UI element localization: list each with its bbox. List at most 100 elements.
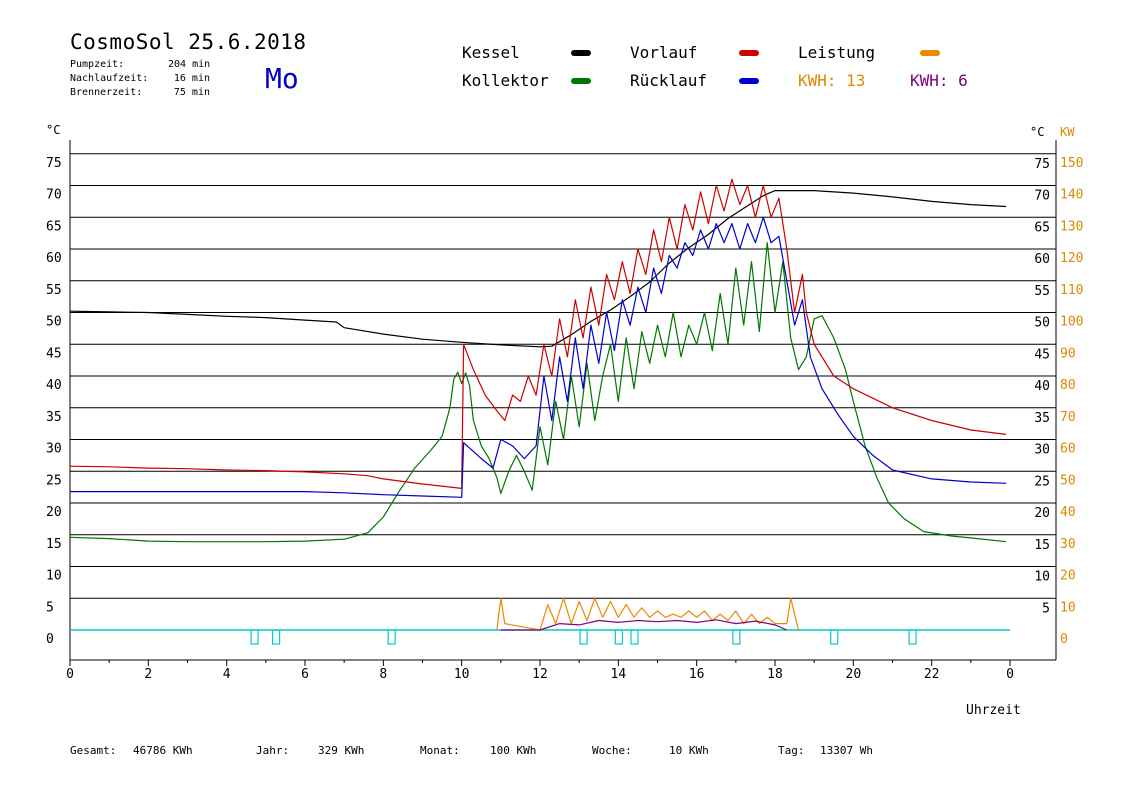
footer-jahr-label: Jahr:: [256, 744, 290, 757]
legend-leistung-label: Leistung: [798, 43, 876, 62]
y-left-tick-label: 70: [46, 188, 62, 203]
y-left-tick-label: 15: [46, 537, 62, 552]
x-axis-label: Uhrzeit: [966, 703, 1021, 718]
legend-ruecklauf-swatch: [739, 78, 759, 84]
y-right-c-tick-label: 55: [1034, 284, 1050, 299]
pump-mark: [250, 629, 259, 645]
y-right-c-tick-label: 60: [1034, 252, 1050, 267]
y-right-kw-tick-label: 80: [1060, 378, 1076, 393]
y-right-c-tick-label: 50: [1034, 316, 1050, 331]
pump-mark: [830, 629, 839, 645]
y-right-kw-tick-label: 30: [1060, 537, 1076, 552]
y-right-c-tick-label: 20: [1034, 506, 1050, 521]
x-tick-label: 10: [454, 667, 470, 682]
run-stats: Pumpzeit: 204 min Nachlaufzeit: 16 min Bre…: [70, 58, 210, 100]
y-left-tick-label: 10: [46, 569, 62, 584]
legend-vorlauf-swatch: [739, 50, 759, 56]
y-left-tick-label: 65: [46, 219, 62, 234]
series-line: [70, 216, 1007, 498]
page-title: CosmoSol 25.6.2018: [70, 30, 307, 54]
kwh-total-2: KWH: 6: [910, 71, 968, 90]
stat-value: 75 min: [173, 87, 210, 98]
stat-label: Pumpzeit:: [70, 59, 125, 70]
y-right-kw-tick-label: 0: [1060, 632, 1068, 647]
x-tick-label: 16: [689, 667, 705, 682]
y-left-tick-label: 75: [46, 156, 62, 171]
y-right-kw-tick-label: 90: [1060, 346, 1076, 361]
y-left-tick-label: 5: [46, 600, 54, 615]
y-left-tick-label: 30: [46, 442, 62, 457]
footer-woche-label: Woche:: [592, 744, 632, 757]
legend-kessel-swatch: [571, 50, 591, 56]
y-right-kw-tick-label: 150: [1060, 156, 1083, 171]
y-right-kw-tick-label: 110: [1060, 283, 1083, 298]
pump-mark: [732, 629, 741, 645]
stat-row: Nachlaufzeit: 16 min: [70, 72, 210, 86]
legend-kollektor-label: Kollektor: [462, 71, 549, 90]
x-tick-label: 2: [144, 667, 152, 682]
x-tick-label: 12: [532, 667, 548, 682]
stat-value: 204 min: [168, 59, 211, 70]
footer-gesamt-label: Gesamt:: [70, 744, 117, 757]
pump-mark: [614, 629, 623, 645]
y-left-tick-label: 35: [46, 410, 62, 425]
series-line: [69, 242, 1007, 543]
pump-mark: [387, 629, 396, 645]
y-left-tick-label: 25: [46, 473, 62, 488]
legend-leistung-swatch: [920, 50, 940, 56]
y-left-tick-label: 0: [46, 632, 54, 647]
stat-row: Brennerzeit: 75 min: [70, 86, 210, 100]
x-tick-label: 20: [846, 667, 862, 682]
series-lines: [69, 178, 1007, 645]
x-tick-label: 4: [223, 667, 231, 682]
series-line: [500, 619, 788, 631]
series-line: [69, 190, 1007, 348]
y-left-tick-label: 55: [46, 283, 62, 298]
y-right-c-tick-label: 40: [1034, 379, 1050, 394]
y-right-c-tick-label: 5: [1042, 601, 1050, 616]
kwh-total-1: KWH: 13: [798, 71, 866, 90]
legend-ruecklauf-label: Rücklauf: [630, 71, 708, 90]
y-right-c-tick-label: 30: [1034, 443, 1050, 458]
y-right-kw-tick-label: 60: [1060, 442, 1076, 457]
x-tick-label: 0: [1006, 667, 1014, 682]
y-right-kw-tick-label: 100: [1060, 315, 1083, 330]
footer-tag-value: 13307 Wh: [820, 744, 873, 757]
pump-mark: [630, 629, 639, 645]
weekday-label: Mo: [265, 62, 299, 95]
y-right-c-unit-label: °C: [1030, 125, 1044, 139]
stat-value: 16 min: [173, 73, 210, 84]
pump-mark: [579, 629, 588, 645]
x-tick-label: 8: [379, 667, 387, 682]
stat-label: Brennerzeit:: [70, 87, 143, 98]
y-right-kw-tick-label: 20: [1060, 569, 1076, 584]
x-tick-label: 6: [301, 667, 309, 682]
y-left-tick-label: 20: [46, 505, 62, 520]
y-right-c-tick-label: 75: [1034, 157, 1050, 172]
legend-kollektor-swatch: [571, 78, 591, 84]
legend-kessel-label: Kessel: [462, 43, 520, 62]
y-right-kw-unit-label: KW: [1060, 125, 1075, 139]
footer-monat-label: Monat:: [420, 744, 460, 757]
y-right-c-tick-label: 70: [1034, 189, 1050, 204]
footer-jahr-value: 329 KWh: [318, 744, 365, 757]
y-right-kw-tick-label: 140: [1060, 188, 1083, 203]
footer-monat-value: 100 KWh: [490, 744, 537, 757]
stat-label: Nachlaufzeit:: [70, 73, 149, 84]
stat-row: Pumpzeit: 204 min: [70, 58, 210, 72]
y-right-c-tick-label: 45: [1034, 347, 1050, 362]
y-right-c-tick-label: 65: [1034, 220, 1050, 235]
pump-mark: [272, 629, 281, 645]
y-left-tick-label: 50: [46, 315, 62, 330]
y-left-tick-label: 45: [46, 346, 62, 361]
grid-lines: [69, 140, 1057, 666]
y-right-kw-tick-label: 70: [1060, 410, 1076, 425]
series-line: [496, 597, 800, 631]
y-right-kw-tick-label: 10: [1060, 600, 1076, 615]
footer-woche-value: 10 KWh: [669, 744, 709, 757]
x-tick-label: 18: [767, 667, 783, 682]
y-right-kw-tick-label: 50: [1060, 473, 1076, 488]
y-right-c-tick-label: 10: [1034, 570, 1050, 585]
y-left-tick-label: 40: [46, 378, 62, 393]
